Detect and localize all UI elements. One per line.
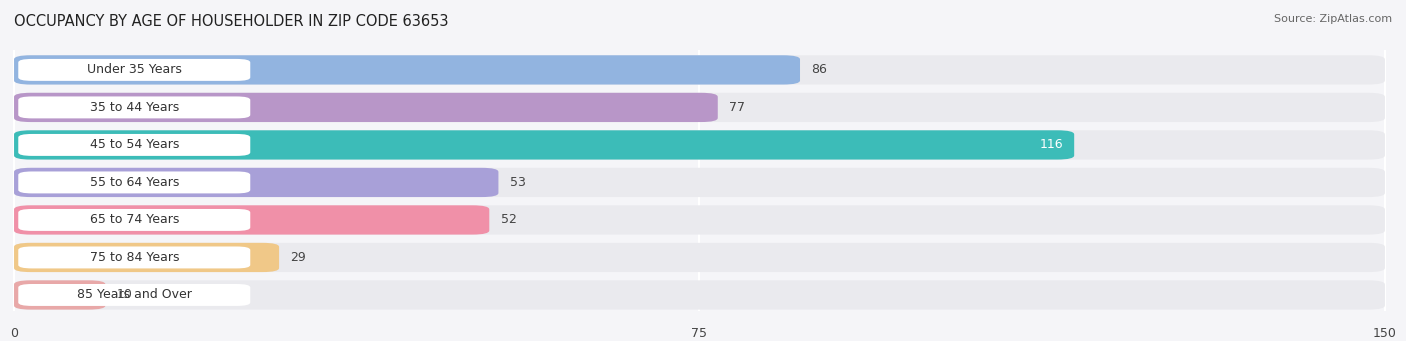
FancyBboxPatch shape	[18, 284, 250, 306]
FancyBboxPatch shape	[14, 280, 1385, 310]
Text: OCCUPANCY BY AGE OF HOUSEHOLDER IN ZIP CODE 63653: OCCUPANCY BY AGE OF HOUSEHOLDER IN ZIP C…	[14, 14, 449, 29]
FancyBboxPatch shape	[18, 97, 250, 118]
FancyBboxPatch shape	[18, 247, 250, 268]
FancyBboxPatch shape	[14, 55, 800, 85]
Text: 35 to 44 Years: 35 to 44 Years	[90, 101, 179, 114]
Text: 150: 150	[1374, 327, 1396, 340]
Text: 29: 29	[291, 251, 307, 264]
Text: 0: 0	[10, 327, 18, 340]
FancyBboxPatch shape	[18, 59, 250, 81]
Text: Under 35 Years: Under 35 Years	[87, 63, 181, 76]
Text: 116: 116	[1039, 138, 1063, 151]
Text: 86: 86	[811, 63, 827, 76]
FancyBboxPatch shape	[14, 130, 1385, 160]
FancyBboxPatch shape	[14, 280, 105, 310]
FancyBboxPatch shape	[14, 205, 489, 235]
FancyBboxPatch shape	[18, 134, 250, 156]
FancyBboxPatch shape	[14, 55, 1385, 85]
Text: 55 to 64 Years: 55 to 64 Years	[90, 176, 179, 189]
Text: 52: 52	[501, 213, 516, 226]
FancyBboxPatch shape	[18, 172, 250, 193]
Text: 85 Years and Over: 85 Years and Over	[77, 288, 191, 301]
FancyBboxPatch shape	[14, 168, 498, 197]
FancyBboxPatch shape	[14, 93, 1385, 122]
Text: 53: 53	[510, 176, 526, 189]
Text: 65 to 74 Years: 65 to 74 Years	[90, 213, 179, 226]
FancyBboxPatch shape	[14, 93, 717, 122]
Text: 75 to 84 Years: 75 to 84 Years	[90, 251, 179, 264]
FancyBboxPatch shape	[14, 205, 1385, 235]
Text: Source: ZipAtlas.com: Source: ZipAtlas.com	[1274, 14, 1392, 24]
FancyBboxPatch shape	[14, 130, 1074, 160]
Text: 77: 77	[728, 101, 745, 114]
Text: 10: 10	[117, 288, 132, 301]
Text: 45 to 54 Years: 45 to 54 Years	[90, 138, 179, 151]
FancyBboxPatch shape	[14, 243, 278, 272]
FancyBboxPatch shape	[14, 243, 1385, 272]
FancyBboxPatch shape	[14, 168, 1385, 197]
FancyBboxPatch shape	[18, 209, 250, 231]
Text: 75: 75	[692, 327, 707, 340]
